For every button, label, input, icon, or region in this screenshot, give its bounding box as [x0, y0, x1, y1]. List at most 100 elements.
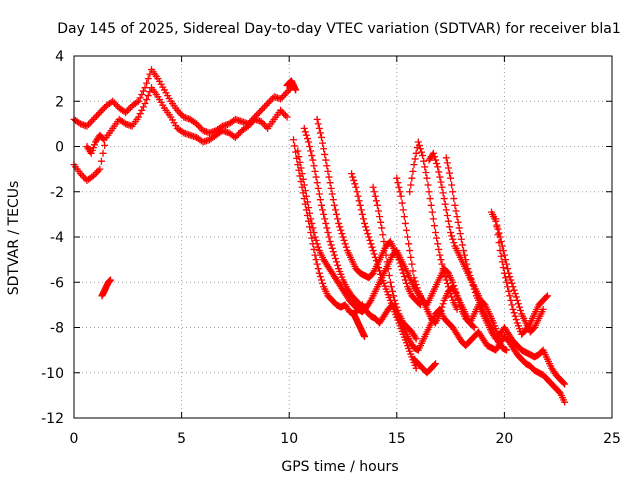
- data-point: [329, 196, 337, 204]
- data-point: [362, 223, 370, 231]
- data-point: [107, 276, 115, 284]
- data-point: [436, 251, 444, 259]
- data-point: [448, 181, 456, 189]
- data-point: [317, 276, 325, 284]
- data-point: [504, 283, 512, 291]
- data-point: [448, 232, 456, 240]
- data-point: [96, 109, 104, 117]
- data-point: [400, 213, 408, 221]
- data-point: [507, 276, 515, 284]
- data-point: [512, 316, 520, 324]
- data-point: [433, 234, 441, 242]
- data-point: [281, 90, 289, 98]
- data-point: [313, 115, 321, 123]
- data-point: [320, 210, 328, 218]
- series-t2: [70, 84, 291, 184]
- data-point: [89, 115, 97, 123]
- data-point: [356, 201, 364, 209]
- data-point: [325, 173, 333, 181]
- data-point: [314, 184, 322, 192]
- data-point: [94, 167, 102, 175]
- data-point: [349, 173, 357, 181]
- series-t19: [410, 355, 440, 377]
- y-tick-label: -4: [50, 230, 64, 246]
- data-point: [314, 243, 322, 251]
- data-point: [336, 223, 344, 231]
- data-point: [308, 152, 316, 160]
- data-point: [412, 335, 420, 343]
- data-point: [408, 260, 416, 268]
- data-point: [93, 169, 101, 177]
- data-point: [387, 283, 395, 291]
- data-point: [428, 208, 436, 216]
- data-point: [371, 253, 379, 261]
- data-point: [421, 163, 429, 171]
- data-point: [141, 84, 149, 92]
- data-point: [306, 143, 314, 150]
- data-point: [78, 171, 86, 179]
- data-point: [561, 380, 569, 388]
- data-point: [314, 120, 322, 128]
- data-point: [453, 305, 461, 313]
- data-point: [333, 258, 341, 266]
- data-point: [396, 259, 404, 267]
- data-point: [448, 293, 456, 301]
- data-point: [395, 256, 403, 264]
- y-tick-label: 4: [55, 49, 64, 65]
- data-point: [504, 265, 512, 273]
- data-point: [501, 274, 509, 282]
- data-point: [439, 300, 447, 308]
- data-point: [397, 262, 405, 270]
- data-point: [93, 112, 101, 120]
- data-point: [423, 174, 431, 182]
- data-point: [305, 204, 313, 212]
- data-point: [315, 190, 323, 198]
- chart-title: Day 145 of 2025, Sidereal Day-to-day VTE…: [57, 21, 620, 37]
- data-point: [393, 174, 401, 182]
- data-point: [422, 169, 430, 177]
- series-t15: [442, 154, 511, 354]
- data-point: [455, 224, 463, 232]
- data-point: [297, 164, 305, 172]
- data-point: [339, 233, 347, 241]
- data-point: [257, 106, 265, 114]
- data-point: [314, 265, 322, 273]
- data-point: [560, 379, 568, 387]
- data-point: [309, 156, 317, 164]
- data-point: [470, 285, 478, 293]
- series-t11: [369, 183, 420, 343]
- data-point: [435, 168, 443, 176]
- data-point: [450, 239, 458, 247]
- data-point: [443, 212, 451, 220]
- data-point: [260, 121, 268, 129]
- series-t6: [294, 147, 569, 388]
- data-point: [123, 107, 131, 115]
- data-point: [323, 224, 331, 232]
- data-point: [136, 110, 144, 118]
- data-point: [296, 158, 304, 166]
- data-point: [467, 275, 475, 283]
- data-point: [330, 251, 338, 259]
- data-point: [312, 236, 320, 244]
- data-point: [503, 278, 511, 286]
- data-point: [310, 162, 318, 170]
- data-point: [424, 181, 432, 189]
- data-point: [401, 276, 409, 284]
- data-point: [410, 274, 418, 282]
- data-point: [377, 218, 385, 226]
- data-point: [143, 96, 151, 104]
- data-point: [312, 256, 320, 264]
- data-point: [399, 269, 407, 277]
- data-point: [542, 293, 550, 301]
- data-point: [135, 113, 143, 121]
- data-point: [324, 228, 332, 236]
- data-point: [99, 135, 107, 143]
- data-point: [97, 107, 105, 115]
- data-point: [494, 231, 502, 239]
- data-point: [335, 219, 343, 227]
- data-point: [443, 159, 451, 167]
- data-point: [278, 93, 286, 101]
- data-point: [138, 106, 146, 114]
- data-point: [469, 282, 477, 290]
